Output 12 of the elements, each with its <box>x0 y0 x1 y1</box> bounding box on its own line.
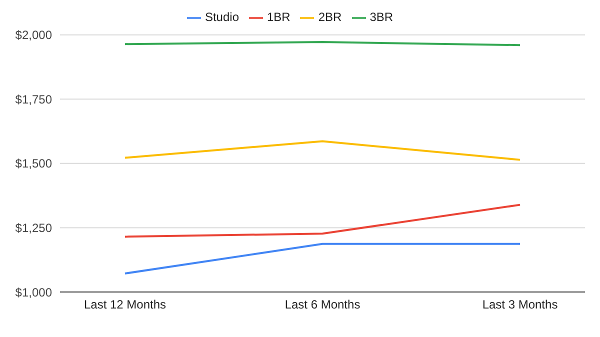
legend-label: 3BR <box>370 10 394 24</box>
y-tick-label: $1,250 <box>15 220 52 235</box>
x-tick-label: Last 12 Months <box>84 298 166 312</box>
x-tick-label: Last 6 Months <box>284 298 360 312</box>
legend-label: 1BR <box>267 10 290 24</box>
legend-label: 2BR <box>318 10 342 24</box>
x-tick-label: Last 3 Months <box>482 298 558 312</box>
legend-label: Studio <box>204 10 239 24</box>
y-tick-label: $1,750 <box>15 92 52 106</box>
y-tick-label: $1,000 <box>15 285 52 300</box>
y-tick-label: $1,500 <box>15 156 52 171</box>
y-tick-label: $2,000 <box>15 28 52 42</box>
